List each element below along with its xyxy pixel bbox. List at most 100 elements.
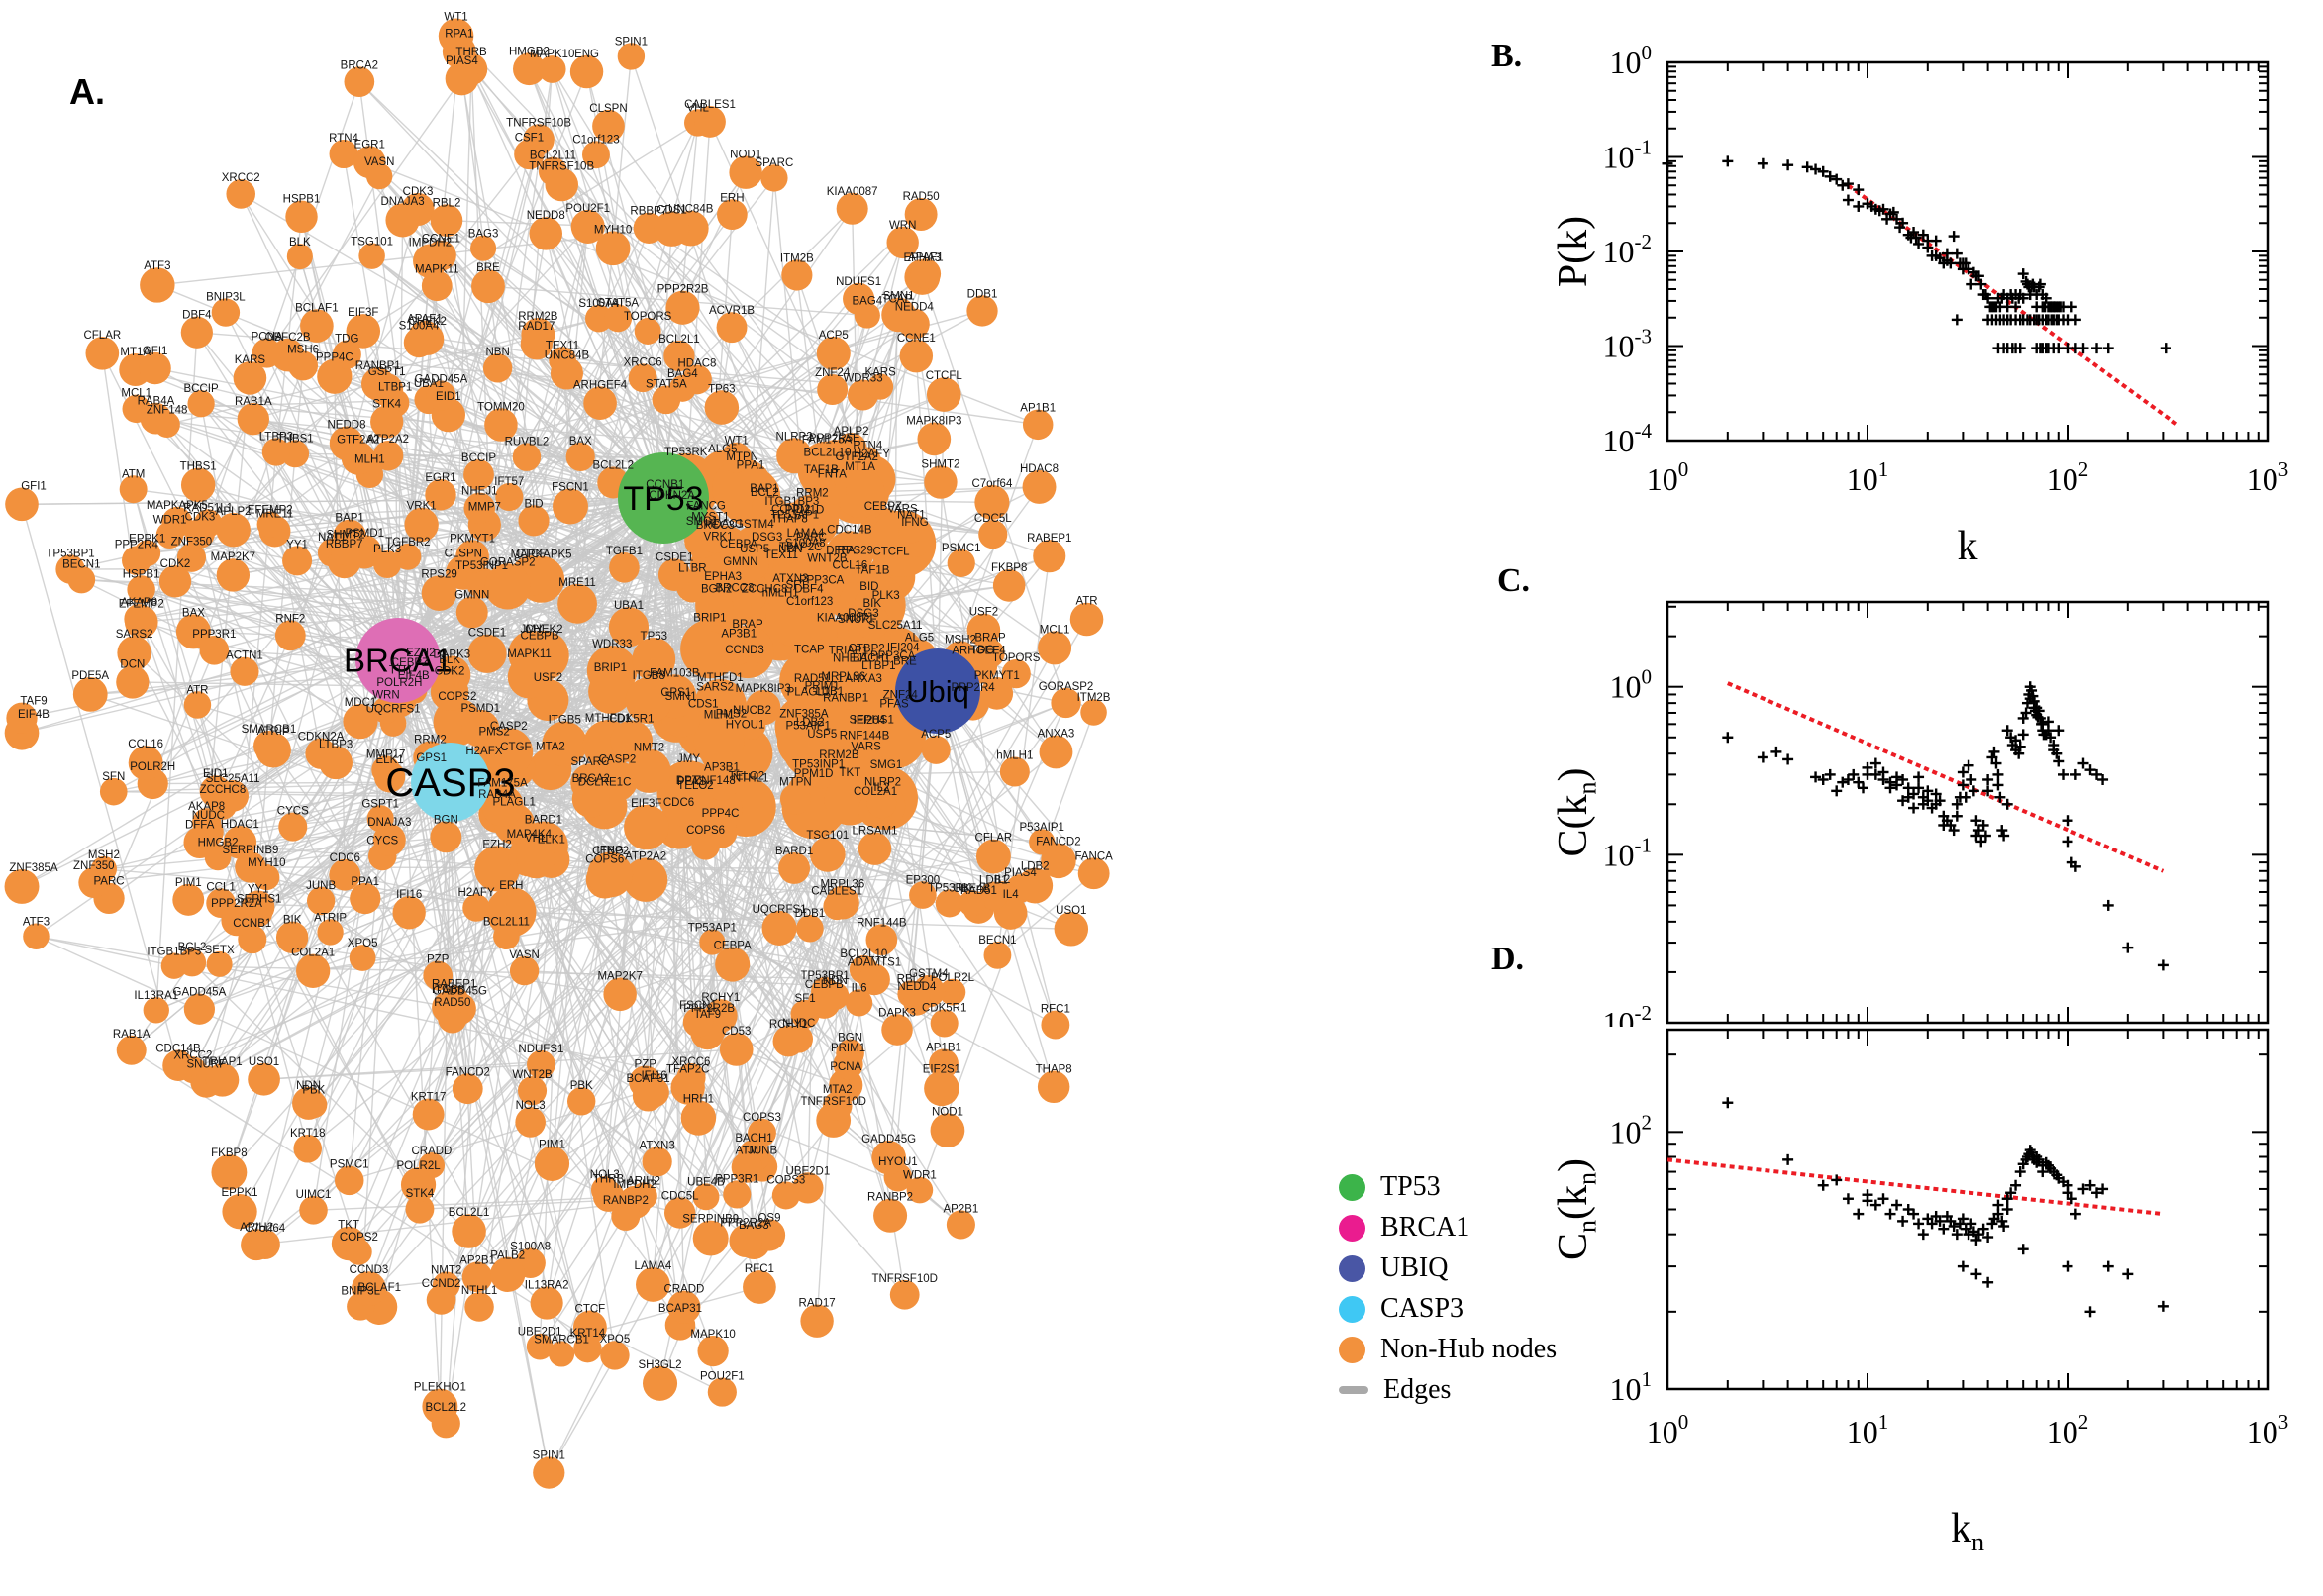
network-node	[603, 977, 637, 1012]
node-label: UQCRFS1	[753, 904, 807, 916]
network-node	[230, 656, 259, 686]
network-node	[211, 298, 241, 327]
node-label: RAD50	[434, 997, 470, 1009]
edge	[446, 220, 1056, 648]
node-label: RBBP7	[326, 539, 363, 550]
network-node	[903, 988, 931, 1016]
node-label: USO1	[1056, 905, 1086, 917]
network-node	[490, 1256, 526, 1292]
network-node	[854, 447, 881, 474]
node-label: ENG	[574, 49, 599, 60]
network-node	[533, 1456, 565, 1489]
node-label: KRT17	[411, 1092, 447, 1104]
network-node	[571, 779, 610, 819]
node-label: PSMC1	[942, 543, 981, 554]
node-label: ZNF148	[147, 405, 188, 417]
node-label: CTCF	[575, 1304, 606, 1316]
network-node	[590, 1176, 619, 1204]
node-label: SERPINB9	[223, 845, 279, 856]
network-node	[180, 467, 216, 503]
data-points	[1722, 1097, 2169, 1318]
node-label: NOL3	[516, 1100, 546, 1112]
network-node	[881, 1014, 913, 1046]
node-label: hMLH1	[762, 588, 799, 600]
node-label: ITGB1BP3	[147, 946, 201, 957]
node-label: BCL2	[178, 942, 207, 953]
network-node	[464, 1292, 494, 1322]
node-label: ATF3	[23, 916, 50, 928]
node-label: ZNF350	[73, 860, 115, 872]
legend-label: Edges	[1383, 1374, 1452, 1405]
edge	[252, 418, 664, 499]
network-node	[430, 204, 463, 237]
node-label: MTA2	[823, 1084, 853, 1096]
node-label: MRE11	[256, 509, 294, 521]
network-node	[748, 1118, 776, 1147]
network-node	[693, 716, 745, 766]
node-label: CDC14B	[155, 1044, 201, 1055]
node-label: RFC1	[1041, 1004, 1070, 1016]
network-node	[623, 857, 668, 902]
edge	[36, 936, 609, 1197]
node-label: ANXA3	[845, 673, 882, 685]
node-label: THAP8	[1036, 1064, 1072, 1076]
network-node	[319, 746, 354, 780]
node-label: XRCC2	[222, 172, 260, 184]
node-label: PPP3CA	[870, 650, 916, 662]
network-node	[176, 543, 207, 572]
node-label: EP300	[906, 874, 941, 886]
node-label: RTN4	[329, 133, 358, 145]
network-node	[813, 453, 842, 482]
node-label: RAD50	[903, 191, 940, 203]
node-label: TP53RK	[928, 882, 971, 894]
node-label: USF2	[534, 672, 562, 684]
node-label: BARD1	[775, 846, 813, 857]
node-label: POU2F1	[565, 203, 610, 215]
node-label: HDAC8	[1020, 463, 1059, 475]
edge	[141, 175, 380, 623]
node-label: RABEP1	[1027, 533, 1071, 545]
node-label: ADAMTS1	[848, 956, 901, 968]
node-label: NUCB2	[733, 705, 771, 717]
node-label: CTCFL	[872, 547, 910, 558]
edge	[887, 690, 939, 1158]
node-label: COL2A1	[854, 786, 897, 798]
network-node	[482, 353, 513, 383]
network-node	[809, 837, 846, 872]
node-label: WRN	[372, 690, 399, 702]
network-node	[792, 1172, 824, 1204]
node-label: IL2	[994, 874, 1010, 886]
network-node	[425, 478, 456, 511]
network-node	[630, 1182, 657, 1210]
node-label: TNFRSF10D	[800, 1096, 865, 1108]
node-label: SH3GL2	[638, 1359, 681, 1371]
edge	[255, 1201, 636, 1246]
network-node	[930, 1113, 965, 1148]
node-label: BCLAF1	[358, 1282, 401, 1294]
network-node	[426, 380, 456, 411]
edge	[845, 872, 1095, 1086]
network-node	[627, 748, 671, 793]
node-label: VRK1	[407, 501, 437, 513]
node-label: ALG5	[708, 444, 737, 455]
node-label: FAM175A	[477, 777, 528, 789]
network-node	[822, 1091, 853, 1121]
node-label: BECN1	[978, 935, 1016, 947]
node-label: GSTM4	[735, 519, 774, 531]
node-label: DCN	[120, 658, 145, 670]
network-node	[899, 339, 934, 373]
svg-text:103: 103	[2247, 1410, 2289, 1449]
edge	[265, 352, 399, 661]
node-label: CEBPB	[521, 631, 559, 643]
node-label: IMPDH2	[409, 237, 452, 249]
y-axis-label: P(k)	[1551, 216, 1596, 287]
node-label: CTBP2	[592, 846, 629, 857]
network-node	[334, 1165, 364, 1196]
network-node	[565, 442, 595, 472]
node-label: SPARC	[755, 157, 793, 169]
node-label: TOMM20	[477, 401, 525, 413]
network-node	[628, 363, 657, 393]
node-label: BCAP31	[626, 1073, 669, 1085]
network-node	[192, 816, 224, 848]
node-label: CDS1	[688, 698, 719, 710]
